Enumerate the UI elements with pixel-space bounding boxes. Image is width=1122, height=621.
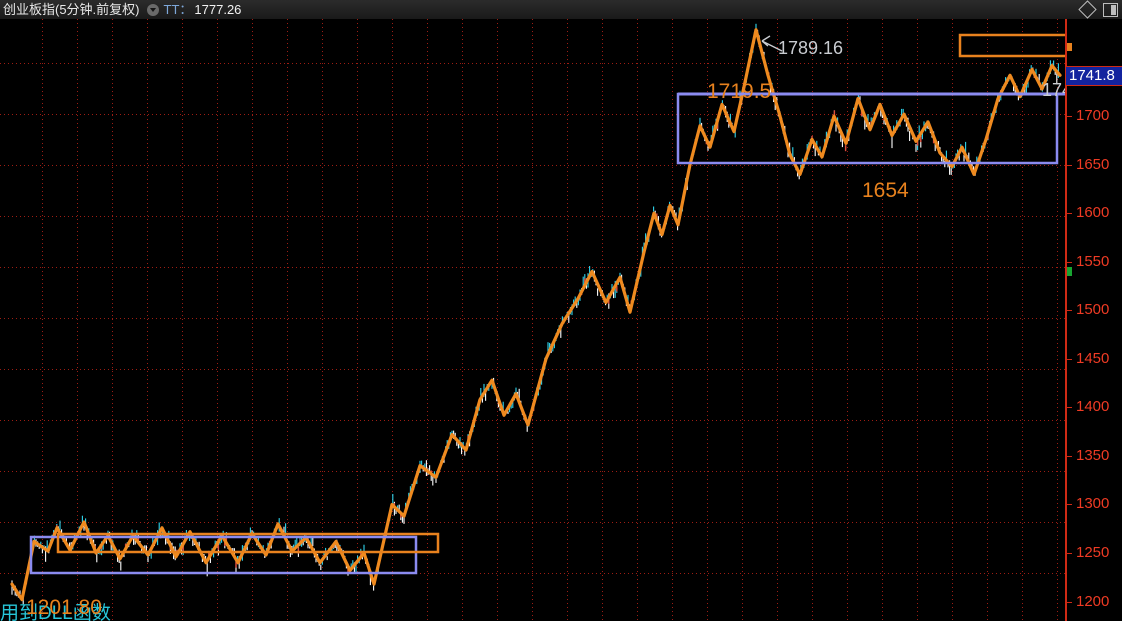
gridline-vertical xyxy=(322,19,323,621)
axis-marker-green xyxy=(1067,267,1072,276)
axis-marker-orange xyxy=(1067,43,1072,51)
candlestick-series xyxy=(11,23,1059,605)
price-axis-tick-label: 1550 xyxy=(1076,252,1110,270)
gridline-vertical xyxy=(987,19,988,621)
gridline-vertical xyxy=(777,19,778,621)
price-axis-tick-mark xyxy=(1067,116,1072,118)
tt-value: 1777.26 xyxy=(194,2,242,17)
gridline-vertical xyxy=(112,19,113,621)
current-price-badge: 1741.8 xyxy=(1066,65,1122,86)
price-axis[interactable]: 1700 1650 1600 1550 1500 1450 1400 1350 1300 1250… xyxy=(1065,19,1122,621)
panel-toggle-icon[interactable] xyxy=(1103,2,1118,17)
gridline-vertical xyxy=(917,19,918,621)
price-axis-tick-label: 1450 xyxy=(1076,349,1110,367)
gridline-vertical xyxy=(812,19,813,621)
gridline-vertical xyxy=(217,19,218,621)
gridline-vertical xyxy=(42,19,43,621)
gridline-vertical xyxy=(427,19,428,621)
gridline-vertical xyxy=(392,19,393,621)
price-axis-tick-mark xyxy=(1067,358,1072,360)
gridline-vertical xyxy=(637,19,638,621)
resistance-box-lower[interactable] xyxy=(56,532,440,554)
gridline-vertical xyxy=(357,19,358,621)
chevron-down-circle-icon[interactable] xyxy=(146,3,159,16)
gridline-vertical xyxy=(287,19,288,621)
price-axis-tick-mark xyxy=(1067,261,1072,263)
price-axis-tick-label: 1400 xyxy=(1076,398,1110,416)
gridline-vertical xyxy=(952,19,953,621)
swing-high-pointer-icon xyxy=(761,35,783,52)
price-axis-tick-mark xyxy=(1067,504,1072,506)
price-axis-tick-label: 1700 xyxy=(1076,107,1110,125)
gridline-vertical xyxy=(462,19,463,621)
title-bar-controls xyxy=(1078,0,1118,19)
diamond-icon[interactable] xyxy=(1078,0,1097,19)
breakout-box-upper[interactable] xyxy=(958,33,1065,58)
title-bar: 创业板指(5分钟.前复权) TT： 1777.26 xyxy=(0,0,1122,20)
price-axis-tick-label: 1250 xyxy=(1076,544,1110,562)
price-axis-tick-label: 1200 xyxy=(1076,592,1110,610)
price-axis-tick-label: 1600 xyxy=(1076,204,1110,222)
gridline-vertical xyxy=(707,19,708,621)
consolidation-box-lower[interactable] xyxy=(29,535,418,575)
gridline-vertical xyxy=(1057,19,1058,621)
gridline-vertical xyxy=(252,19,253,621)
price-axis-tick-label: 1300 xyxy=(1076,495,1110,513)
price-axis-tick-label: 1650 xyxy=(1076,155,1110,173)
price-axis-tick-mark xyxy=(1067,553,1072,555)
price-axis-tick-mark xyxy=(1067,310,1072,312)
price-axis-tick-label: 1350 xyxy=(1076,446,1110,464)
gridline-vertical xyxy=(77,19,78,621)
gridline-vertical xyxy=(602,19,603,621)
tt-label: TT： xyxy=(163,2,193,17)
gridline-vertical xyxy=(847,19,848,621)
gridline-vertical xyxy=(742,19,743,621)
consolidation-box-upper[interactable] xyxy=(676,92,1059,165)
chart-series-layer xyxy=(0,19,1065,621)
chart-svg xyxy=(10,23,1065,605)
price-axis-tick-mark xyxy=(1067,455,1072,457)
price-chart-canvas[interactable]: 1789.16 1719.5 1654 174 用到DLL函数 1201.80 xyxy=(0,19,1065,621)
price-axis-tick-mark xyxy=(1067,213,1072,215)
gridline-vertical xyxy=(532,19,533,621)
price-axis-tick-mark xyxy=(1067,407,1072,409)
gridline-vertical xyxy=(497,19,498,621)
price-axis-tick-mark xyxy=(1067,601,1072,603)
gridline-vertical xyxy=(1022,19,1023,621)
price-axis-tick-label: 1500 xyxy=(1076,301,1110,319)
gridline-vertical xyxy=(672,19,673,621)
gridline-vertical xyxy=(567,19,568,621)
gridline-vertical xyxy=(182,19,183,621)
price-axis-tick-mark xyxy=(1067,164,1072,166)
gridline-vertical xyxy=(882,19,883,621)
instrument-title: 创业板指(5分钟.前复权) xyxy=(3,2,140,17)
zigzag-trend-line xyxy=(10,28,1062,602)
gridline-vertical xyxy=(147,19,148,621)
